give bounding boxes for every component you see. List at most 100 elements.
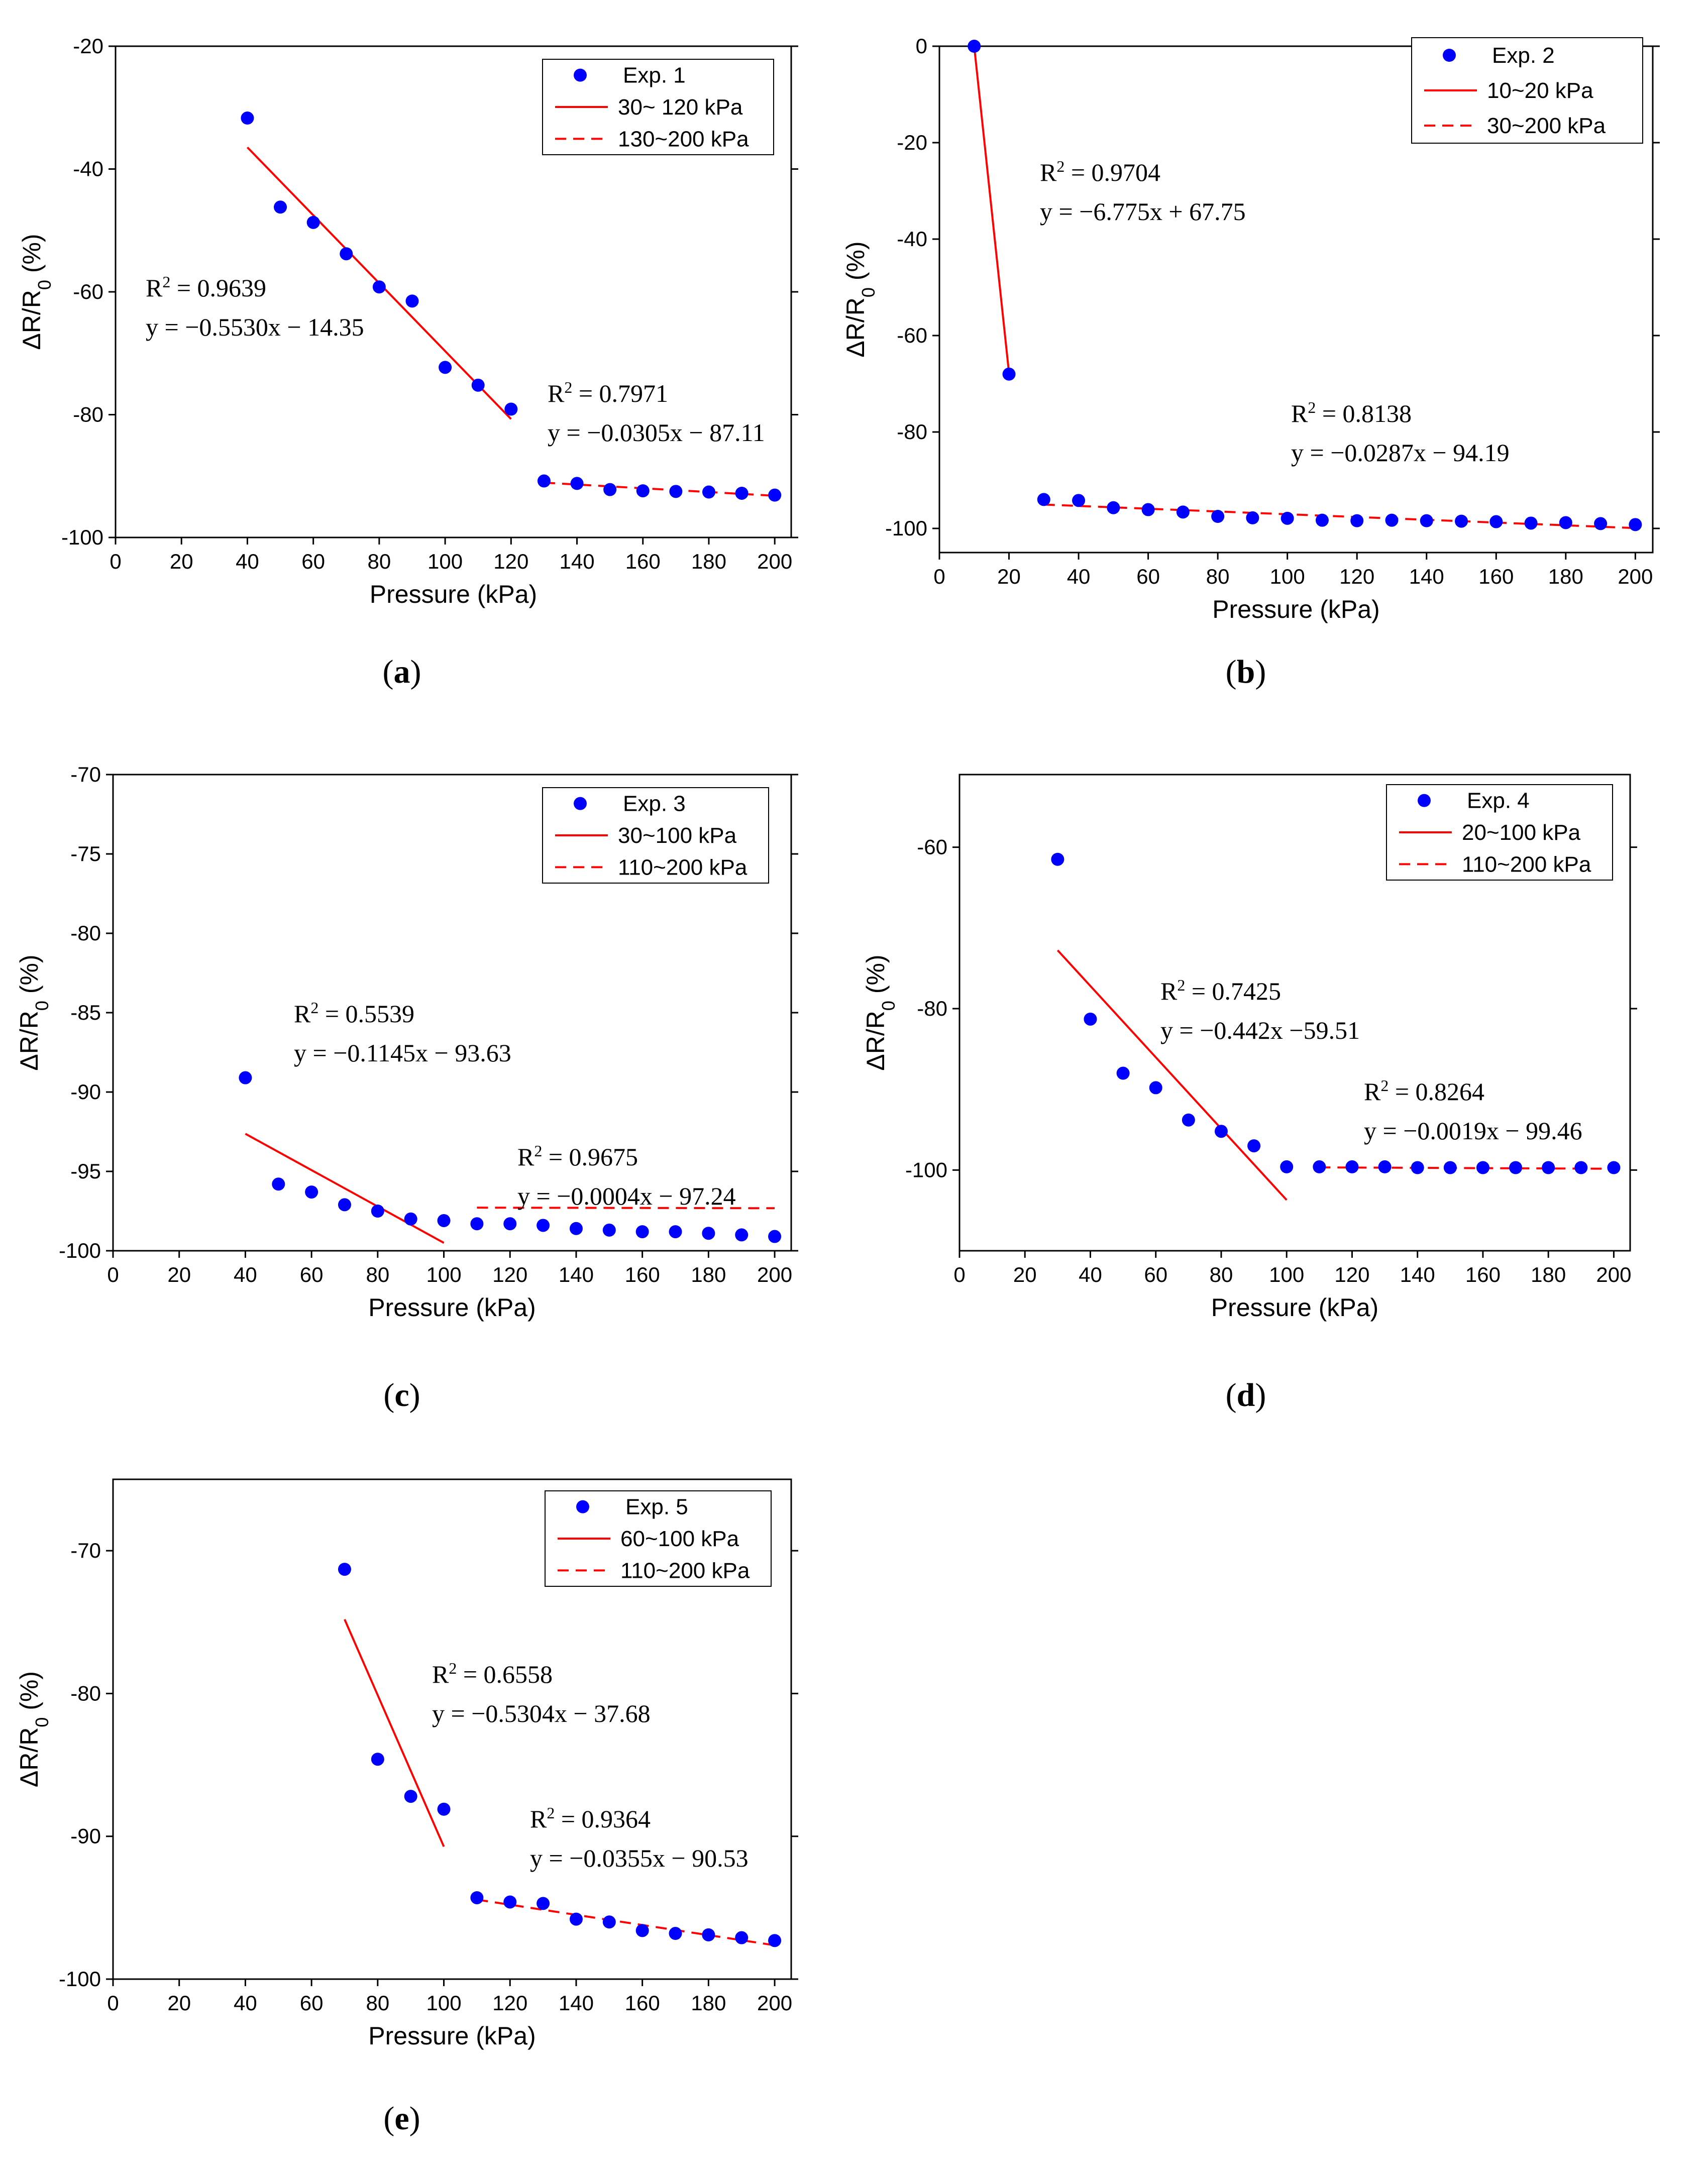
data-point (669, 485, 683, 498)
data-point (1559, 516, 1572, 529)
annotation-r2: R2 = 0.7971 (548, 378, 668, 407)
data-point (503, 1217, 517, 1231)
x-tick-label: 40 (234, 1991, 257, 2015)
annotation-equation: y = −0.0305x − 87.11 (548, 418, 765, 447)
data-point (1378, 1160, 1392, 1173)
legend-label-solid: 60~100 kPa (620, 1527, 739, 1551)
y-axis-title: ΔR/R0 (%) (15, 954, 52, 1070)
x-tick-label: 0 (953, 1263, 965, 1286)
plot-frame (958, 774, 1631, 1252)
legend-label-dashed: 130~200 kPa (618, 127, 749, 151)
data-point (405, 294, 419, 308)
x-axis-title: Pressure (kPa) (1212, 595, 1379, 623)
data-point (1476, 1161, 1489, 1174)
caption-b: (b) (1225, 654, 1266, 690)
x-tick-label: 200 (1618, 565, 1653, 588)
x-tick-label: 80 (1206, 565, 1230, 588)
data-point (1280, 511, 1294, 525)
data-point (1629, 518, 1642, 531)
annotation-r2: R2 = 0.6558 (432, 1659, 553, 1688)
annotation-equation: y = −0.5530x − 14.35 (146, 313, 364, 341)
legend-label-dashed: 110~200 kPa (1462, 852, 1591, 877)
x-tick-label: 140 (1409, 565, 1444, 588)
y-tick-label: -100 (905, 1158, 947, 1181)
x-axis-title: Pressure (kPa) (1211, 1293, 1378, 1322)
legend-marker-points (574, 68, 587, 82)
y-tick-label: -100 (59, 1967, 101, 1991)
data-point (1385, 513, 1399, 527)
data-point (1509, 1161, 1523, 1174)
y-tick-label: -40 (897, 227, 927, 251)
x-tick-label: 0 (933, 565, 945, 588)
x-tick-label: 80 (1210, 1263, 1233, 1286)
caption-c: (c) (383, 1377, 420, 1414)
y-tick-label: -95 (70, 1159, 101, 1183)
data-point (1051, 852, 1064, 866)
data-point (569, 1912, 583, 1926)
data-point (635, 1225, 649, 1239)
y-axis-title: ΔR/R0 (%) (15, 1671, 52, 1787)
data-point (702, 1227, 715, 1240)
x-tick-label: 200 (757, 550, 792, 573)
x-tick-label: 80 (366, 1991, 389, 2015)
x-axis-title: Pressure (kPa) (368, 1293, 536, 1322)
x-tick-label: 200 (1596, 1263, 1631, 1286)
legend-label-dashed: 30~200 kPa (1487, 114, 1606, 138)
annotation-r2: R2 = 0.9704 (1040, 157, 1160, 186)
x-tick-label: 180 (1548, 565, 1583, 588)
data-point (1141, 503, 1155, 516)
data-point (702, 485, 715, 499)
x-tick-label: 120 (493, 550, 528, 573)
y-tick-label: -100 (61, 525, 103, 549)
x-tick-label: 200 (757, 1263, 792, 1286)
data-point (1350, 514, 1364, 527)
data-point (1176, 505, 1190, 519)
data-point (1489, 515, 1503, 528)
data-point (570, 477, 584, 490)
data-point (537, 474, 551, 488)
data-point (735, 1228, 749, 1242)
x-tick-label: 160 (625, 1991, 660, 2015)
caption-e: (e) (383, 2100, 420, 2137)
fit-line-dashed (1043, 503, 1636, 529)
x-tick-label: 20 (167, 1263, 191, 1286)
data-point (702, 1928, 715, 1941)
y-tick-label: -80 (73, 403, 103, 426)
data-point (241, 112, 254, 125)
x-tick-label: 120 (492, 1991, 527, 2015)
data-point (735, 486, 749, 500)
x-tick-label: 120 (1334, 1263, 1369, 1286)
data-point (1037, 493, 1050, 506)
x-tick-label: 60 (1144, 1263, 1167, 1286)
data-point (1443, 1161, 1457, 1174)
data-point (635, 1924, 649, 1937)
data-point (305, 1185, 318, 1199)
data-point (1084, 1012, 1097, 1026)
data-point (372, 280, 386, 294)
data-point (1072, 494, 1086, 507)
data-point (338, 1563, 351, 1576)
x-axis-title: Pressure (kPa) (368, 2022, 536, 2050)
annotation-r2: R2 = 0.9675 (517, 1142, 638, 1171)
chart-panel-d: 0 20 40 60 80 100 120 140 160 180 200 -100 -80 -60 Pre… (862, 774, 1637, 1322)
data-point (537, 1897, 550, 1910)
data-point (1002, 367, 1016, 381)
data-point (1211, 510, 1225, 523)
data-point (306, 215, 320, 229)
data-point (768, 1934, 782, 1947)
x-tick-label: 140 (1400, 1263, 1435, 1286)
legend-label-solid: 20~100 kPa (1462, 820, 1581, 845)
data-point (636, 484, 650, 498)
y-tick-label: -90 (70, 1080, 101, 1104)
y-tick-label: -80 (917, 997, 947, 1020)
data-point (602, 1915, 616, 1929)
x-tick-label: 80 (366, 1263, 389, 1286)
fit-line-dashed (1319, 1166, 1614, 1170)
data-point (1246, 511, 1259, 524)
data-point (1116, 1066, 1130, 1080)
data-point (470, 1217, 484, 1231)
y-tick-label: -20 (897, 131, 927, 154)
chart-panel-e: 0 20 40 60 80 100 120 140 160 180 200 -100 -90 -80 -70… (15, 1478, 798, 2050)
annotation-equation: y = −6.775x + 67.75 (1040, 197, 1246, 226)
legend-marker-points (574, 797, 587, 810)
